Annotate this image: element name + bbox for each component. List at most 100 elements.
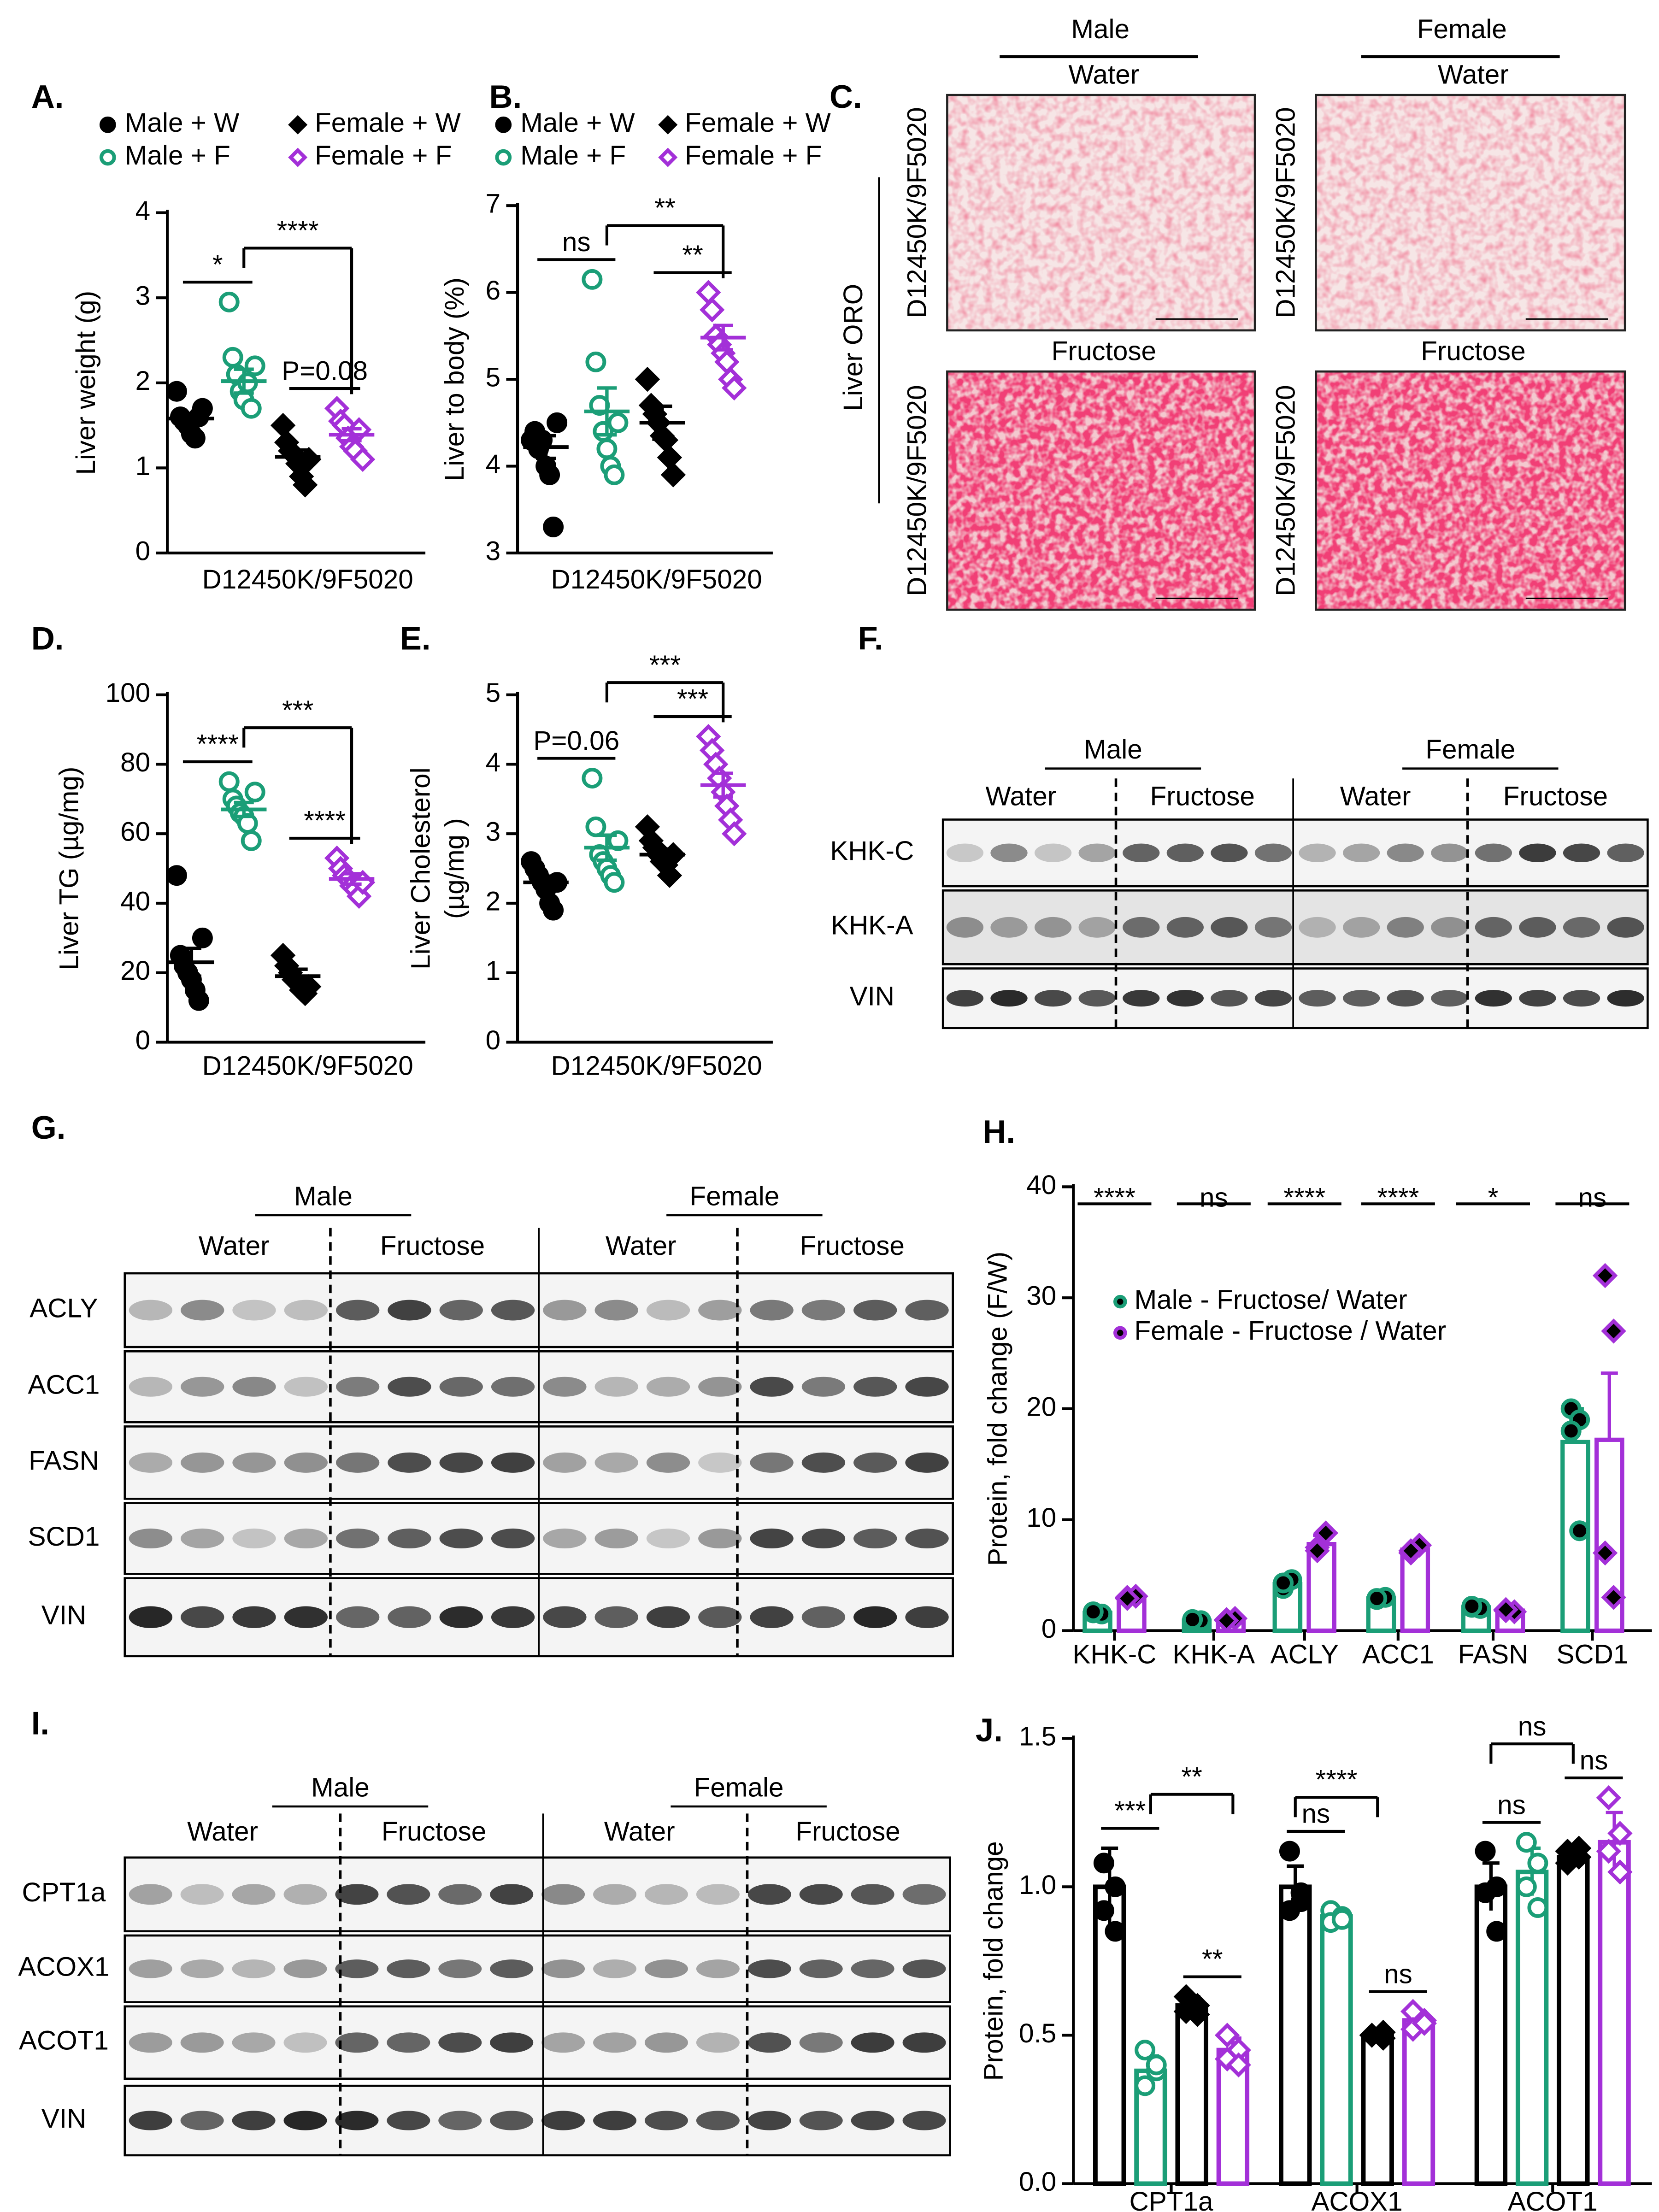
blot-band bbox=[180, 1959, 224, 1978]
data-point bbox=[495, 149, 512, 166]
blot-band bbox=[491, 1606, 535, 1628]
legend-label: Female + F bbox=[685, 141, 822, 171]
x-tick-label: CPT1a bbox=[1130, 2187, 1213, 2212]
group-header: Male bbox=[1084, 735, 1142, 765]
blot-band bbox=[335, 1377, 380, 1397]
blot-band bbox=[799, 1884, 843, 1905]
blot-band bbox=[646, 1528, 690, 1548]
blot-band bbox=[750, 1300, 794, 1321]
bar bbox=[1402, 2018, 1435, 2186]
blot-band bbox=[1123, 917, 1160, 938]
data-point bbox=[1093, 1853, 1114, 1874]
column-header: Female bbox=[1417, 14, 1507, 44]
blot-band bbox=[750, 1377, 794, 1397]
x-axis-label: D12450K/9F5020 bbox=[202, 1051, 413, 1081]
blot-band bbox=[438, 1884, 482, 1905]
blot-band bbox=[335, 1884, 379, 1905]
data-point bbox=[270, 412, 296, 438]
blot-band bbox=[1342, 917, 1380, 938]
data-point bbox=[1412, 2011, 1437, 2036]
data-point bbox=[1516, 1876, 1537, 1897]
blot-band bbox=[851, 2032, 894, 2053]
chart-label: E. bbox=[400, 620, 431, 656]
data-point bbox=[192, 927, 213, 948]
significance-label: *** bbox=[282, 695, 313, 725]
blot-band bbox=[541, 1884, 585, 1905]
blot-band bbox=[747, 2111, 791, 2130]
y-tick-label: 3 bbox=[486, 817, 501, 847]
x-tick-label: SCD1 bbox=[1556, 1639, 1628, 1669]
blot-band bbox=[335, 2111, 379, 2130]
blot-band bbox=[129, 2111, 172, 2130]
blot-band bbox=[180, 2111, 224, 2130]
blot-band bbox=[853, 1300, 897, 1321]
data-point bbox=[1182, 1609, 1203, 1630]
blot-band bbox=[698, 1300, 742, 1321]
data-point bbox=[1592, 1540, 1618, 1566]
blot-band bbox=[181, 1452, 224, 1473]
data-point bbox=[722, 821, 747, 847]
y-axis-label: Protein, fold change (F/W) bbox=[983, 1252, 1013, 1566]
data-point bbox=[607, 412, 629, 433]
data-point bbox=[657, 863, 682, 888]
y-tick-label: 0 bbox=[1041, 1614, 1057, 1644]
condition-header: Fructose bbox=[1150, 782, 1255, 812]
chart-label: D. bbox=[31, 620, 64, 656]
blot-band bbox=[335, 1959, 379, 1978]
data-point bbox=[1290, 1891, 1312, 1912]
blot-band bbox=[1254, 843, 1292, 863]
strain-label: D12450K/9F5020 bbox=[1271, 385, 1300, 596]
y-tick-label: 5 bbox=[486, 363, 501, 393]
data-point bbox=[1475, 1882, 1496, 1903]
blot-band bbox=[283, 2111, 327, 2130]
blot-band bbox=[491, 1452, 535, 1473]
blot-band bbox=[747, 1884, 791, 1905]
blot-band bbox=[335, 1452, 380, 1473]
data-point bbox=[657, 445, 682, 470]
row-label: SCD1 bbox=[28, 1522, 100, 1552]
data-point bbox=[1113, 1326, 1127, 1340]
y-tick-label: 3 bbox=[135, 281, 151, 311]
blot-band bbox=[284, 1452, 328, 1473]
data-point bbox=[658, 147, 678, 167]
y-tick-label: 10 bbox=[1026, 1503, 1056, 1533]
x-tick-label: ACC1 bbox=[1362, 1639, 1434, 1669]
y-tick-label: 0 bbox=[135, 1025, 151, 1055]
blot-band bbox=[439, 1300, 483, 1321]
row-label: CPT1a bbox=[22, 1877, 106, 1907]
significance-label: * bbox=[212, 250, 223, 280]
blot-band bbox=[698, 1377, 742, 1397]
blot-band bbox=[541, 2032, 585, 2053]
row-label: FASN bbox=[29, 1446, 99, 1476]
blot-band bbox=[543, 1452, 587, 1473]
data-point bbox=[1366, 1588, 1388, 1609]
y-tick-label: 6 bbox=[486, 276, 501, 306]
condition-header: Water bbox=[1340, 782, 1411, 812]
significance-label: ns bbox=[1200, 1183, 1228, 1213]
legend-label: Male + W bbox=[520, 108, 635, 138]
blot-band bbox=[129, 1377, 173, 1397]
significance-label: P=0.08 bbox=[282, 356, 368, 386]
group-header: Female bbox=[1425, 735, 1515, 765]
blot-band bbox=[283, 2032, 327, 2053]
y-axis-label: Liver TG (µg/mg) bbox=[54, 767, 84, 971]
data-point bbox=[1516, 1832, 1537, 1853]
y-tick-label: 1.0 bbox=[1019, 1870, 1056, 1900]
data-point bbox=[1105, 1921, 1126, 1942]
data-point bbox=[100, 149, 116, 166]
blot-band bbox=[543, 1300, 587, 1321]
data-point bbox=[635, 366, 660, 392]
strain-label: D12450K/9F5020 bbox=[902, 385, 932, 596]
blot-band bbox=[1211, 843, 1248, 863]
blot-band bbox=[129, 1528, 173, 1548]
data-point bbox=[244, 782, 265, 803]
data-point bbox=[244, 355, 265, 377]
data-point bbox=[218, 291, 240, 312]
blot-band bbox=[1034, 990, 1072, 1007]
data-point bbox=[543, 900, 564, 921]
panel-label: F. bbox=[858, 620, 883, 656]
blot-band bbox=[232, 1884, 276, 1905]
x-tick-label: ACOT1 bbox=[1508, 2187, 1598, 2212]
blot-band bbox=[283, 1884, 327, 1905]
data-point bbox=[1527, 1897, 1548, 1918]
